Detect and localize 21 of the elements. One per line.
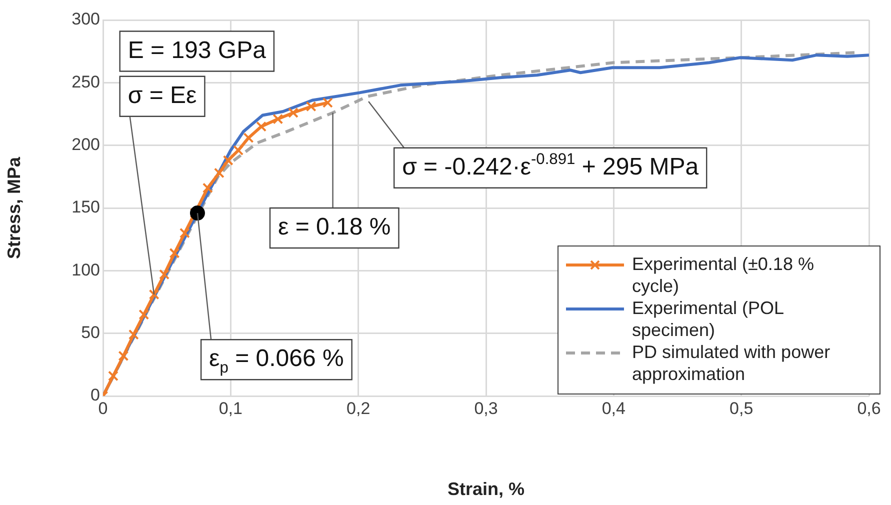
x-tick-label: 0,5: [730, 398, 754, 418]
annotation: σ = Eε: [128, 82, 198, 110]
x-tick-label: 0,4: [602, 398, 626, 418]
legend-label: Experimental (POL specimen): [632, 298, 784, 340]
y-axis-title: Stress, MPa: [4, 156, 24, 260]
y-tick-label: 100: [72, 260, 100, 280]
y-tick-label: 200: [72, 135, 100, 154]
y-tick-label: 300: [72, 10, 100, 29]
x-tick-label: 0,2: [346, 398, 370, 418]
y-tick-label: 250: [72, 72, 100, 92]
annotation: ε = 0.18 %: [278, 214, 391, 241]
y-tick-label: 50: [81, 323, 100, 342]
y-tick-label: 150: [72, 198, 100, 217]
annotation: E = 193 GPa: [128, 36, 267, 64]
x-tick-label: 0,1: [218, 398, 242, 418]
x-tick-label: 0,6: [857, 398, 881, 418]
legend-label: PD simulated with power approximation: [632, 342, 830, 384]
y-tick-label: 0: [90, 386, 100, 405]
x-tick-label: 0,3: [474, 398, 498, 418]
x-axis-title: Strain, %: [447, 479, 525, 500]
legend-label: Experimental (±0.18 % cycle): [632, 254, 814, 296]
